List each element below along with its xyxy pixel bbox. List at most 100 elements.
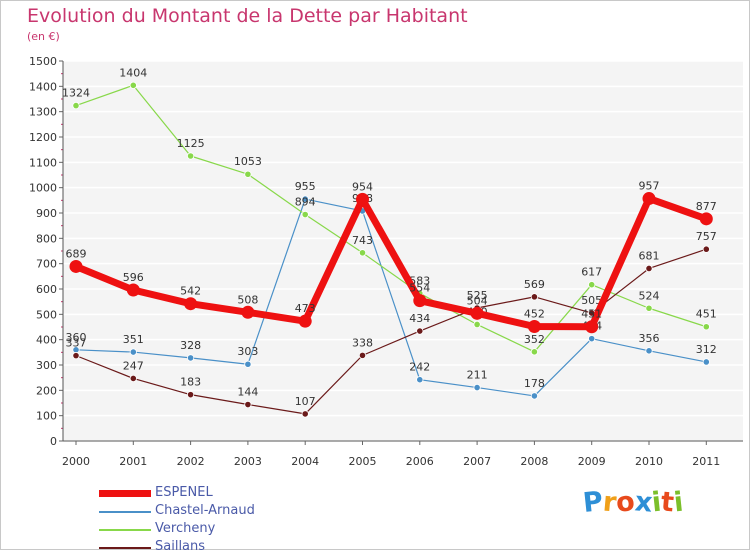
chart-unit: (en €) — [27, 30, 60, 43]
series-line-espenel — [74, 195, 708, 331]
data-point — [530, 293, 539, 301]
data-label: 247 — [123, 359, 144, 372]
data-label: 554 — [409, 282, 430, 295]
data-label: 525 — [467, 289, 488, 302]
x-tick-label: 2001 — [119, 455, 147, 468]
data-point — [416, 376, 424, 384]
data-label: 743 — [352, 234, 373, 247]
logo-letter: i — [672, 486, 686, 519]
data-point — [473, 320, 481, 329]
data-label: 894 — [295, 196, 316, 209]
data-point — [645, 304, 653, 312]
x-tick-label: 2000 — [62, 455, 90, 468]
data-point — [702, 323, 710, 331]
x-tick-label: 2010 — [635, 455, 663, 468]
x-tick-label: 2002 — [177, 455, 205, 468]
data-label: 504 — [467, 294, 488, 307]
series-line-chastel-arnaud — [75, 198, 707, 397]
data-label: 569 — [524, 278, 545, 291]
y-tick-label: 800 — [36, 232, 57, 245]
data-label: 1324 — [62, 87, 90, 100]
data-point — [244, 400, 252, 409]
y-tick-label: 1100 — [29, 156, 57, 169]
data-label: 757 — [696, 230, 717, 243]
chart-title: Evolution du Montant de la Dette par Hab… — [27, 5, 468, 27]
data-label: 312 — [696, 343, 717, 356]
data-label: 583 — [409, 274, 430, 287]
data-point — [187, 152, 195, 160]
data-label: 877 — [696, 200, 717, 213]
legend-label: Saillans — [155, 539, 206, 554]
data-point — [358, 351, 367, 359]
data-label: 107 — [295, 395, 316, 408]
x-tick-label: 2005 — [349, 455, 377, 468]
data-point — [588, 335, 596, 343]
plot-background — [63, 61, 743, 441]
data-label: 681 — [639, 249, 660, 262]
x-tick-label: 2008 — [520, 455, 548, 468]
data-label: 242 — [409, 361, 430, 374]
data-label: 689 — [66, 247, 87, 260]
data-point — [473, 383, 481, 392]
data-label: 337 — [66, 337, 87, 350]
data-label: 1125 — [177, 137, 205, 150]
data-label: 351 — [123, 333, 144, 346]
data-label: 360 — [66, 331, 87, 344]
x-tick-label: 2004 — [291, 455, 319, 468]
x-tick-label: 2009 — [578, 455, 606, 468]
data-point — [244, 170, 252, 178]
legend-label: ESPENEL — [155, 485, 213, 500]
series-line-vercheny — [75, 84, 707, 353]
y-tick-label: 1300 — [29, 106, 57, 119]
proxiti-logo: Proxiti — [581, 486, 686, 519]
y-tick-label: 0 — [50, 435, 57, 448]
legend-swatch — [99, 547, 151, 549]
data-label: 144 — [237, 386, 258, 399]
data-point — [298, 314, 312, 328]
data-point — [702, 358, 710, 366]
data-point — [69, 259, 83, 273]
data-label: 338 — [352, 336, 373, 349]
y-tick-label: 400 — [36, 334, 57, 347]
data-label: 451 — [696, 308, 717, 321]
data-label: 524 — [639, 289, 660, 302]
data-point — [530, 348, 539, 356]
y-tick-label: 300 — [36, 359, 57, 372]
data-label: 508 — [237, 293, 258, 306]
data-point — [702, 245, 710, 253]
data-point — [358, 249, 367, 257]
data-point — [129, 348, 137, 356]
data-point — [301, 410, 309, 418]
data-label: 542 — [180, 285, 201, 298]
y-tick-label: 1200 — [29, 131, 57, 144]
data-point — [416, 327, 424, 335]
data-point — [645, 264, 653, 273]
data-label: 328 — [180, 339, 201, 352]
y-tick-label: 500 — [36, 308, 57, 321]
y-tick-label: 900 — [36, 207, 57, 220]
data-point — [585, 320, 599, 334]
data-label: 473 — [295, 302, 316, 315]
x-tick-label: 2006 — [406, 455, 434, 468]
y-tick-label: 1000 — [29, 182, 57, 195]
data-label: 954 — [352, 180, 373, 193]
data-label: 452 — [524, 307, 545, 320]
data-point — [530, 392, 539, 400]
data-label: 356 — [639, 332, 660, 345]
data-point — [72, 352, 80, 360]
data-point — [301, 195, 309, 203]
legend-swatch — [99, 511, 151, 513]
legend-label: Vercheny — [155, 521, 216, 536]
data-point — [470, 306, 484, 320]
data-label: 957 — [639, 180, 660, 193]
data-point — [184, 297, 198, 311]
data-point — [699, 212, 713, 226]
legend-swatch — [99, 529, 151, 531]
data-point — [301, 210, 309, 219]
data-label: 352 — [524, 333, 545, 346]
data-label: 596 — [123, 271, 144, 284]
y-tick-label: 200 — [36, 384, 57, 397]
y-tick-label: 1400 — [29, 80, 57, 93]
